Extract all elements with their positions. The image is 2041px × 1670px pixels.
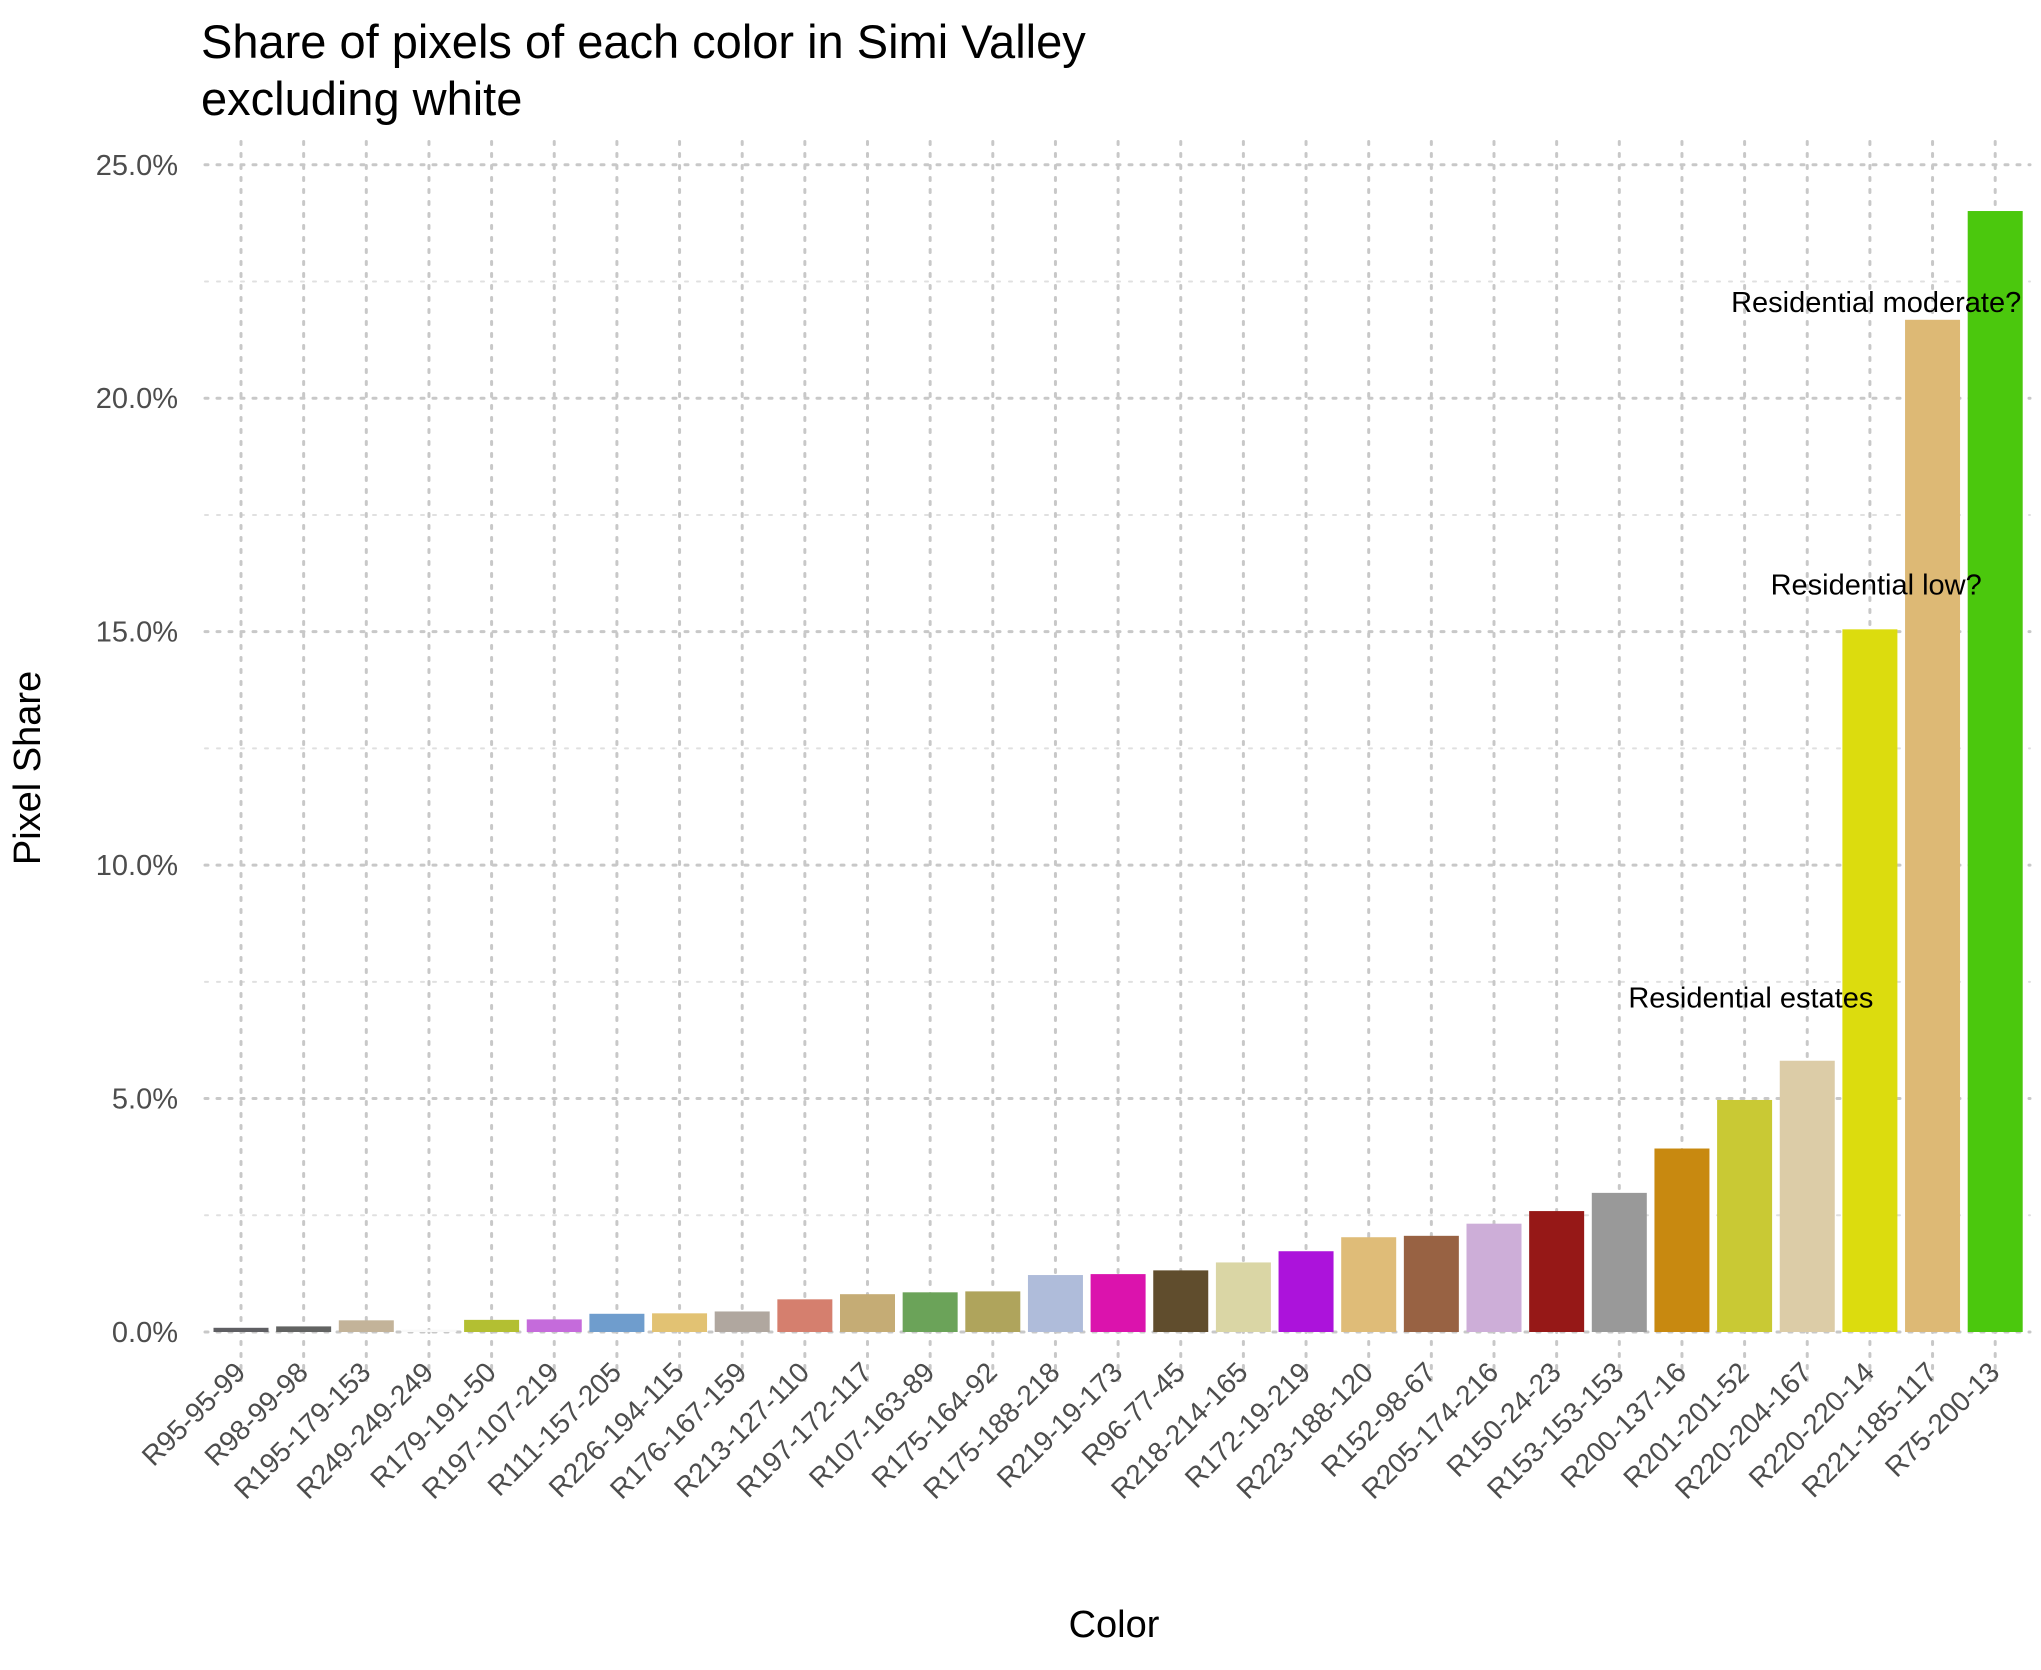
bar	[526, 1319, 582, 1332]
y-tick-label: 15.0%	[96, 617, 178, 649]
bar	[1779, 1060, 1835, 1332]
chart-title-line-1: Share of pixels of each color in Simi Va…	[201, 15, 1086, 68]
bar	[1341, 1237, 1397, 1332]
y-tick-label: 20.0%	[96, 383, 178, 415]
x-axis-ticks: R95-95-99R98-99-98R195-179-153R249-249-2…	[136, 1356, 2006, 1505]
bar	[714, 1311, 770, 1332]
bar	[777, 1299, 833, 1332]
chart-title-line-2: excluding white	[201, 72, 522, 125]
bar	[1967, 211, 2023, 1332]
bar	[1529, 1211, 1585, 1332]
bar	[1842, 629, 1898, 1332]
y-axis-title: Pixel Share	[7, 671, 49, 865]
bar	[652, 1313, 708, 1332]
bar	[1278, 1251, 1334, 1332]
y-tick-label: 0.0%	[112, 1317, 178, 1349]
annotations: Residential moderate? Residential low? Res…	[1628, 287, 2021, 1015]
bar	[276, 1326, 332, 1332]
y-tick-label: 5.0%	[112, 1084, 178, 1116]
bar	[1027, 1275, 1083, 1332]
bar	[1215, 1262, 1271, 1332]
bar	[401, 1329, 457, 1332]
bar	[589, 1313, 645, 1332]
bar	[1591, 1192, 1647, 1332]
bar	[1466, 1223, 1522, 1332]
bar	[1654, 1148, 1710, 1332]
bar	[965, 1291, 1021, 1332]
annotation-label: Residential estates	[1628, 983, 1873, 1015]
y-tick-label: 10.0%	[96, 850, 178, 882]
bar	[902, 1292, 958, 1332]
y-tick-label: 25.0%	[96, 150, 178, 182]
bar	[1905, 319, 1961, 1332]
bar	[1090, 1274, 1146, 1332]
y-axis-ticks: 0.0% 5.0% 10.0% 15.0% 20.0% 25.0%	[96, 150, 178, 1349]
x-axis-title: Color	[1069, 1604, 1160, 1646]
annotation-label: Residential moderate?	[1731, 287, 2021, 319]
bar	[213, 1327, 269, 1332]
bar	[338, 1320, 394, 1332]
annotation-label: Residential low?	[1771, 569, 1982, 601]
bar	[1403, 1235, 1459, 1332]
bar	[1717, 1099, 1773, 1332]
bar	[840, 1294, 895, 1332]
bar	[464, 1319, 520, 1332]
bars	[213, 211, 2023, 1332]
bar	[1153, 1270, 1209, 1332]
